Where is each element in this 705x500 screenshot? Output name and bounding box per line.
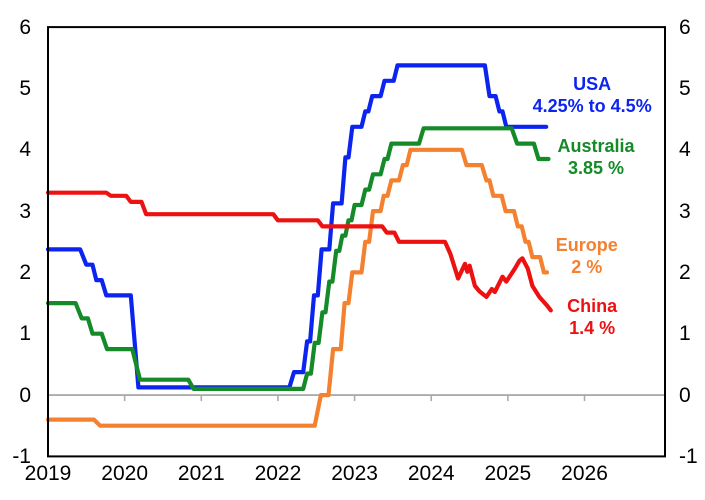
series-label-europe: Europe 2 % bbox=[492, 234, 682, 278]
series-label-china: China 1.4 % bbox=[497, 295, 687, 339]
series-label-usa-name: USA bbox=[573, 73, 612, 94]
y-axis-label-left-2: 2 bbox=[19, 260, 31, 284]
x-axis-label-2023: 2023 bbox=[331, 462, 378, 485]
y-axis-label-right-4: 4 bbox=[679, 138, 691, 162]
y-axis-label-right-1: 1 bbox=[679, 322, 691, 346]
y-axis-label-right-2: 2 bbox=[679, 260, 691, 284]
y-axis-label-left-5: 5 bbox=[19, 76, 31, 100]
series-label-china-name: China bbox=[567, 296, 618, 317]
series-label-usa: USA 4.25% to 4.5% bbox=[497, 73, 687, 117]
y-axis-label-right--1: -1 bbox=[679, 444, 698, 468]
x-axis-label-2026: 2026 bbox=[561, 462, 608, 485]
plot-border bbox=[47, 26, 666, 458]
y-axis-label-left-0: 0 bbox=[19, 383, 31, 407]
x-axis-label-2024: 2024 bbox=[407, 462, 455, 485]
y-axis-label-right-5: 5 bbox=[679, 76, 691, 100]
series-label-australia-name: Australia bbox=[557, 136, 635, 157]
line-usa bbox=[45, 63, 549, 390]
series-label-china-value: 1.4 % bbox=[569, 318, 616, 339]
x-axis-label-2019: 2019 bbox=[24, 462, 72, 485]
x-axis-label-2021: 2021 bbox=[177, 462, 225, 485]
series-label-europe-name: Europe bbox=[555, 235, 618, 256]
x-axis-label-2020: 2020 bbox=[101, 462, 148, 485]
x-axis-label-2022: 2022 bbox=[254, 462, 302, 485]
series-label-australia-value: 3.85 % bbox=[567, 158, 625, 179]
y-axis-label-left-3: 3 bbox=[19, 199, 31, 223]
series-label-europe-value: 2 % bbox=[571, 257, 603, 278]
series-label-australia: Australia 3.85 % bbox=[501, 135, 691, 179]
y-axis-label-right-6: 6 bbox=[679, 15, 691, 39]
line-china bbox=[45, 190, 553, 313]
y-axis-label-left-6: 6 bbox=[19, 15, 31, 39]
y-axis-label-right-3: 3 bbox=[679, 199, 691, 223]
line-europe bbox=[45, 147, 550, 428]
y-axis-label-left--1: -1 bbox=[12, 444, 31, 468]
x-axis-label-2025: 2025 bbox=[484, 462, 532, 485]
y-axis-label-left-4: 4 bbox=[19, 138, 31, 162]
y-axis-label-left-1: 1 bbox=[19, 322, 31, 346]
y-axis-label-right-0: 0 bbox=[679, 383, 691, 407]
series-label-usa-value: 4.25% to 4.5% bbox=[532, 95, 652, 116]
line-australia bbox=[45, 126, 551, 391]
